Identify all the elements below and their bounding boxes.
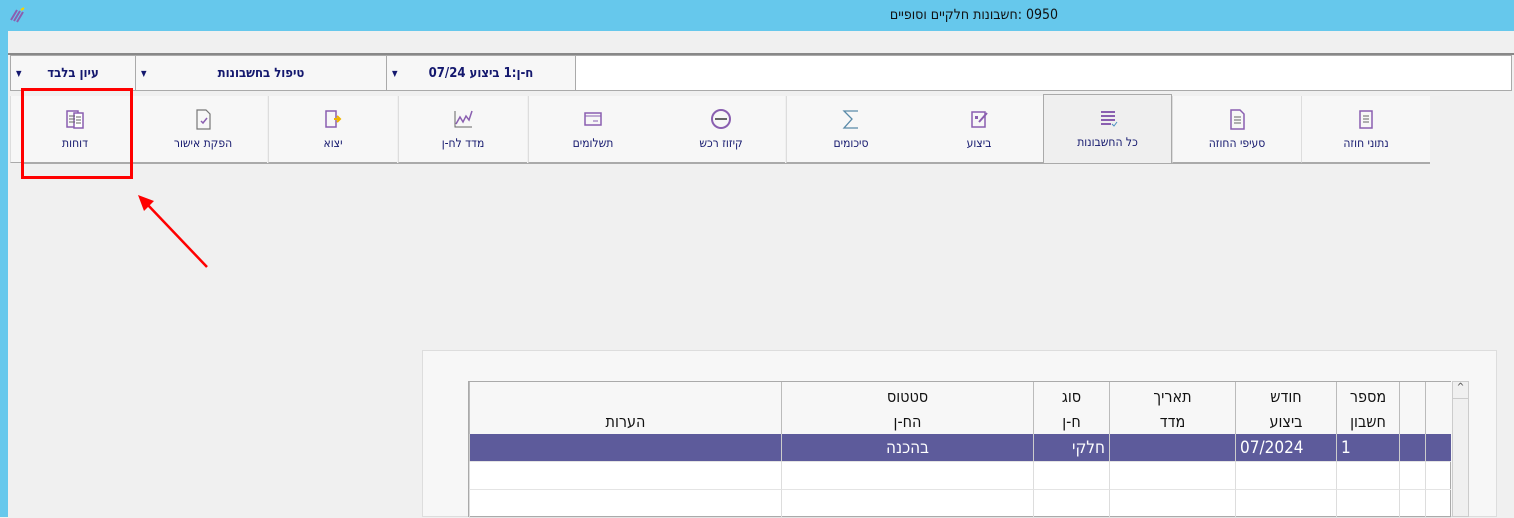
table-cell bbox=[469, 462, 781, 490]
tab-label: כל החשבונות bbox=[1077, 135, 1138, 149]
table-cell bbox=[1425, 434, 1451, 462]
tab-label: הפקת אישור bbox=[173, 136, 233, 150]
tab-contract-sections[interactable]: סעיפי החוזה bbox=[1172, 96, 1301, 163]
header-line1: מספר bbox=[1349, 387, 1387, 406]
header-line2: חשבון bbox=[1350, 412, 1386, 431]
header-line1: סוג bbox=[1061, 387, 1082, 406]
table-cell bbox=[469, 490, 781, 518]
annotation-arrow-icon bbox=[138, 195, 208, 268]
table-cell bbox=[1109, 462, 1235, 490]
header-line1: סטטוס bbox=[886, 387, 929, 406]
reports-icon bbox=[66, 110, 84, 129]
export-icon bbox=[325, 110, 342, 128]
column-header[interactable]: מספר חשבון bbox=[1336, 382, 1399, 434]
dropdown-label: טיפול בחשבונות bbox=[217, 65, 305, 81]
header-line1: תאריך bbox=[1153, 387, 1192, 406]
table-cell bbox=[1425, 490, 1451, 518]
tab-label: תשלומים bbox=[572, 136, 614, 150]
dropdown-label: עיון בלבד bbox=[47, 65, 99, 81]
table-cell: 07/2024 bbox=[1235, 434, 1336, 462]
tab-label: ביצוע bbox=[966, 136, 992, 150]
tab-divider bbox=[22, 163, 1430, 164]
annotation-highlight-box bbox=[21, 88, 133, 179]
chevron-down-icon: ▼ bbox=[141, 69, 147, 78]
table-cell bbox=[1399, 462, 1425, 490]
tab-offset[interactable]: קיזוז רכש bbox=[656, 96, 785, 163]
tab-execution[interactable]: ביצוע bbox=[914, 96, 1043, 163]
column-header[interactable]: חודש ביצוע bbox=[1235, 382, 1336, 434]
column-header[interactable]: סוג ח-ן bbox=[1033, 382, 1109, 434]
window-title: 0950 :חשבונות חלקיים וסופיים bbox=[889, 7, 1058, 23]
view-mode-dropdown[interactable]: ▼ עיון בלבד bbox=[10, 55, 136, 91]
vertical-scrollbar[interactable]: ^ bbox=[1452, 381, 1469, 517]
table-cell bbox=[1399, 490, 1425, 518]
table-cell bbox=[781, 490, 1033, 518]
tab-label: סיכומים bbox=[833, 136, 869, 150]
header-line1: חודש bbox=[1270, 387, 1302, 406]
tab-approval-doc[interactable]: הפקת אישור bbox=[138, 96, 267, 163]
contract-data-icon bbox=[1359, 110, 1373, 129]
window-border bbox=[0, 0, 8, 517]
execution-icon bbox=[971, 111, 988, 128]
table-cell bbox=[1033, 490, 1109, 518]
chevron-down-icon: ▼ bbox=[392, 69, 398, 78]
tab-sigma[interactable]: סיכומים bbox=[786, 96, 915, 163]
approval-doc-icon bbox=[196, 109, 211, 130]
table-cell bbox=[1336, 462, 1399, 490]
index-chart-icon bbox=[454, 110, 473, 128]
filter-input[interactable] bbox=[575, 55, 1512, 91]
indicator-column-header bbox=[1399, 382, 1425, 434]
tab-contract-data[interactable]: נתוני חוזה bbox=[1301, 96, 1430, 163]
table-cell bbox=[1425, 462, 1451, 490]
accounts-grid: מספר חשבון חודש ביצוע תאריך מדד סוג ח-ן סטטוס הח-… bbox=[468, 381, 1451, 518]
tab-label: יצוא bbox=[323, 136, 343, 150]
tab-payments[interactable]: תשלומים bbox=[528, 96, 657, 163]
column-header[interactable]: תאריך מדד bbox=[1109, 382, 1235, 434]
table-cell: בהכנה bbox=[781, 434, 1033, 462]
table-cell bbox=[781, 462, 1033, 490]
tab-label: דוחות bbox=[62, 136, 88, 150]
table-cell bbox=[469, 434, 781, 462]
tab-reports[interactable]: דוחות bbox=[10, 96, 139, 163]
chevron-down-icon: ▼ bbox=[16, 69, 22, 78]
payments-icon bbox=[584, 112, 602, 126]
app-logo-icon bbox=[10, 7, 25, 23]
header-line2: הח-ן bbox=[893, 412, 922, 431]
action-dropdown[interactable]: ▼ טיפול בחשבונות bbox=[135, 55, 387, 91]
tab-label: נתוני חוזה bbox=[1343, 136, 1389, 150]
table-cell bbox=[1235, 462, 1336, 490]
indicator-column-header bbox=[1425, 382, 1451, 434]
all-accounts-icon bbox=[1100, 111, 1117, 127]
tab-label: סעיפי החוזה bbox=[1208, 136, 1266, 150]
account-dropdown[interactable]: ▼ ח-ן:1 ביצוע 07/24 bbox=[386, 55, 576, 91]
tab-label: קיזוז רכש bbox=[699, 136, 743, 150]
header-line2: ביצוע bbox=[1269, 412, 1303, 431]
table-cell bbox=[1033, 462, 1109, 490]
header-line1 bbox=[470, 384, 781, 409]
table-cell bbox=[1109, 434, 1235, 462]
divider bbox=[8, 53, 1514, 55]
tab-index-chart[interactable]: מדד לח-ן bbox=[398, 96, 527, 163]
table-cell bbox=[1399, 434, 1425, 462]
header-line2: ח-ן bbox=[1062, 412, 1081, 431]
sigma-icon bbox=[842, 110, 858, 129]
column-header[interactable]: הערות bbox=[469, 382, 781, 434]
tab-label: מדד לח-ן bbox=[441, 136, 485, 150]
scroll-up-icon[interactable]: ^ bbox=[1453, 382, 1468, 399]
header-line2: הערות bbox=[605, 412, 646, 431]
title-bar bbox=[0, 0, 1514, 31]
dropdown-label: ח-ן:1 ביצוע 07/24 bbox=[428, 65, 534, 81]
table-cell: 1 bbox=[1336, 434, 1399, 462]
contract-sections-icon bbox=[1230, 109, 1245, 130]
column-header[interactable]: סטטוס הח-ן bbox=[781, 382, 1033, 434]
table-cell bbox=[1235, 490, 1336, 518]
table-cell: חלקי bbox=[1033, 434, 1109, 462]
tab-export[interactable]: יצוא bbox=[268, 96, 397, 163]
offset-icon bbox=[711, 109, 731, 129]
table-cell bbox=[1109, 490, 1235, 518]
tab-all-accounts[interactable]: כל החשבונות bbox=[1043, 94, 1172, 164]
header-line2: מדד bbox=[1159, 412, 1186, 431]
table-cell bbox=[1336, 490, 1399, 518]
